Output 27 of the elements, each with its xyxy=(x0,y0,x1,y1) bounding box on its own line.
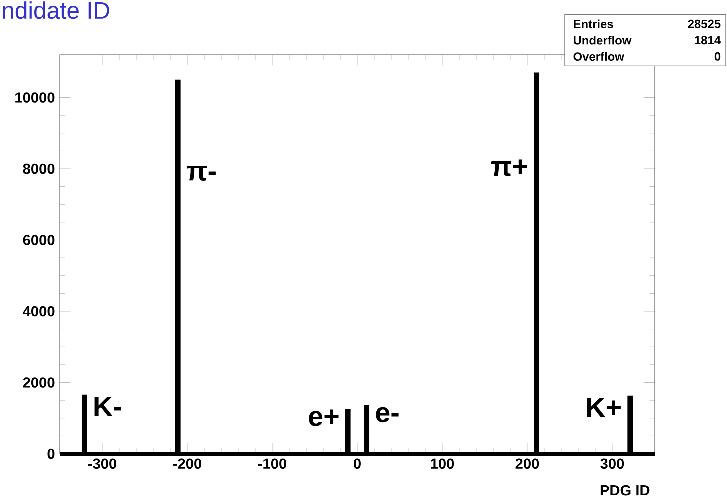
y-tick-label: 6000 xyxy=(23,235,55,246)
x-tick-label: 300 xyxy=(600,458,624,469)
chart-title: ndidate ID xyxy=(3,2,110,20)
annotation: e- xyxy=(376,407,399,423)
annotation: K+ xyxy=(588,398,621,418)
x-tick-label: 100 xyxy=(431,458,454,469)
y-tick-label: 2000 xyxy=(23,378,55,388)
y-tick-label: 8000 xyxy=(23,164,55,174)
y-tick-label: 0 xyxy=(48,448,55,460)
annotation: π+ xyxy=(491,160,528,176)
text: 0 xyxy=(714,52,721,61)
annotation: K- xyxy=(94,397,122,416)
x-axis-title: PDG ID xyxy=(600,485,650,496)
x-tick-label: -300 xyxy=(88,458,117,469)
text: 1814 xyxy=(695,36,721,45)
y-tick-label: 10000 xyxy=(16,92,55,103)
x-tick-label: -200 xyxy=(173,458,202,469)
x-tick-label: 200 xyxy=(516,458,540,469)
text: Entries xyxy=(574,20,614,28)
text: Underflow xyxy=(574,36,632,45)
y-tick-label: 4000 xyxy=(23,306,55,317)
x-tick-label: 0 xyxy=(354,458,361,469)
annotation: π- xyxy=(186,166,216,181)
annotation: e+ xyxy=(309,410,339,426)
annotation: Overflow xyxy=(574,52,624,61)
x-tick-label: -100 xyxy=(258,458,287,469)
text: 28525 xyxy=(688,20,721,28)
